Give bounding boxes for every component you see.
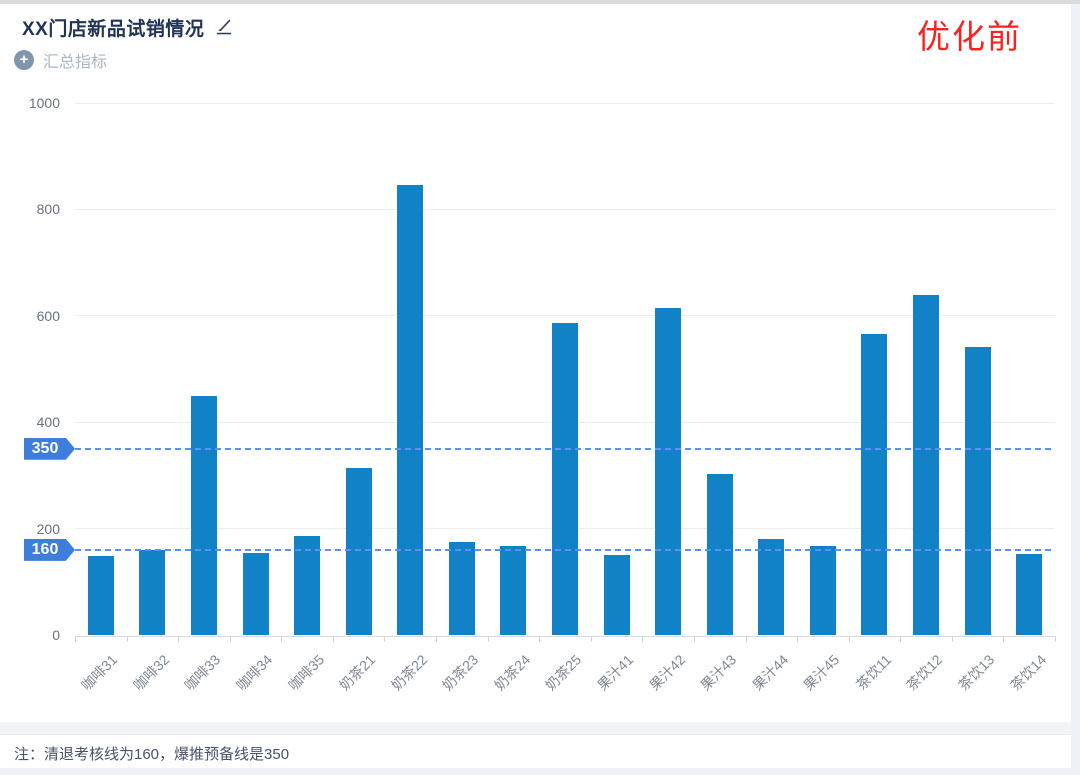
footer-separator: [0, 722, 1071, 735]
x-axis-tick: [745, 636, 747, 642]
x-axis-category-label: 咖啡31: [78, 651, 121, 694]
y-axis-tick-label: 1000: [28, 95, 60, 111]
x-axis-tick: [75, 636, 76, 642]
edit-pencil-icon[interactable]: [214, 17, 234, 37]
x-axis-tick: [332, 636, 334, 642]
x-axis-tick: [384, 636, 386, 642]
x-axis-tick: [178, 636, 180, 642]
bar-奶茶22[interactable]: [397, 185, 424, 635]
x-axis-tick: [900, 636, 902, 642]
before-optimization-label: 优化前: [917, 18, 1022, 55]
x-axis-line: [75, 636, 1055, 637]
page-title: XX门店新品试销情况: [22, 18, 205, 40]
y-axis-tick-label: 0: [52, 627, 60, 643]
x-axis-category-label: 果汁44: [748, 651, 792, 694]
x-axis-category-label: 咖啡35: [284, 651, 327, 694]
x-axis-tick: [281, 636, 283, 642]
x-axis-category-label: 奶茶24: [491, 651, 534, 694]
bar-奶茶21[interactable]: [345, 467, 372, 635]
x-axis-category-label: 果汁41: [594, 651, 637, 694]
bar-果汁43[interactable]: [706, 473, 733, 635]
y-axis-tick-label: 600: [36, 307, 60, 324]
y-axis-tick-label: 200: [36, 520, 60, 537]
summary-toolbar: 汇总指标: [14, 48, 107, 72]
bar-茶饮11[interactable]: [861, 333, 888, 635]
x-axis-category-label: 奶茶22: [387, 651, 430, 694]
summary-indicator-label[interactable]: 汇总指标: [43, 54, 108, 71]
x-axis-category-label: 果汁42: [645, 651, 688, 694]
x-axis-category-label: 咖啡32: [129, 651, 173, 694]
bar-咖啡34[interactable]: [242, 552, 269, 635]
bar-奶茶23[interactable]: [448, 541, 475, 635]
x-axis-tick: [436, 636, 438, 642]
x-axis-category-label: 奶茶23: [439, 651, 482, 694]
note-text: 注：清退考核线为160，爆推预备线是350: [14, 746, 290, 763]
x-axis-tick: [590, 636, 592, 642]
x-axis-category-label: 果汁43: [697, 651, 740, 694]
bar-咖啡31[interactable]: [87, 556, 114, 635]
bar-茶饮14[interactable]: [1016, 554, 1043, 635]
x-axis-tick: [1055, 636, 1056, 642]
x-axis-tick: [642, 636, 644, 642]
x-axis-category-label: 茶饮14: [1006, 651, 1049, 694]
reference-badge-350[interactable]: 350: [24, 437, 75, 460]
x-axis-tick: [487, 636, 489, 642]
x-axis-category-label: 茶饮12: [903, 651, 946, 694]
gridline: [75, 102, 1055, 104]
plus-icon[interactable]: [14, 50, 34, 70]
x-axis-category-label: 茶饮11: [852, 651, 895, 693]
x-axis-tick: [951, 636, 953, 642]
window-top-edge: [0, 0, 1080, 4]
x-axis-tick: [1003, 636, 1005, 642]
bar-果汁44[interactable]: [758, 538, 785, 635]
bar-果汁41[interactable]: [603, 554, 630, 635]
x-axis-tick: [693, 636, 695, 642]
x-axis-tick: [797, 636, 799, 642]
x-axis-tick: [539, 636, 541, 642]
x-axis-tick: [848, 636, 850, 642]
bar-咖啡32[interactable]: [139, 549, 166, 635]
gridline: [75, 208, 1055, 210]
gridline: [75, 315, 1055, 317]
bar-咖啡35[interactable]: [294, 535, 321, 635]
x-axis-category-label: 奶茶25: [542, 651, 585, 694]
x-axis-tick: [126, 636, 128, 642]
x-axis-category-label: 奶茶21: [336, 651, 379, 694]
reference-line-350: [75, 447, 1055, 450]
bar-奶茶25[interactable]: [552, 323, 578, 635]
bar-奶茶24[interactable]: [500, 545, 527, 635]
x-axis-category-label: 咖啡33: [181, 651, 224, 694]
y-axis-tick-label: 800: [36, 201, 60, 218]
bar-果汁42[interactable]: [655, 307, 682, 635]
x-axis-category-label: 果汁45: [800, 651, 843, 694]
reference-line-160: [75, 548, 1055, 551]
x-axis-category-label: 咖啡34: [233, 651, 276, 694]
y-axis-tick-label: 400: [36, 414, 60, 431]
bar-茶饮13[interactable]: [964, 346, 991, 635]
chart-header: XX门店新品试销情况: [22, 12, 234, 42]
bar-茶饮12[interactable]: [913, 294, 940, 635]
x-axis-category-label: 茶饮13: [955, 651, 998, 694]
x-axis-tick: [229, 636, 231, 642]
bar-咖啡33[interactable]: [190, 395, 217, 635]
reference-badge-160[interactable]: 160: [24, 538, 75, 561]
bar-果汁45[interactable]: [809, 546, 836, 635]
